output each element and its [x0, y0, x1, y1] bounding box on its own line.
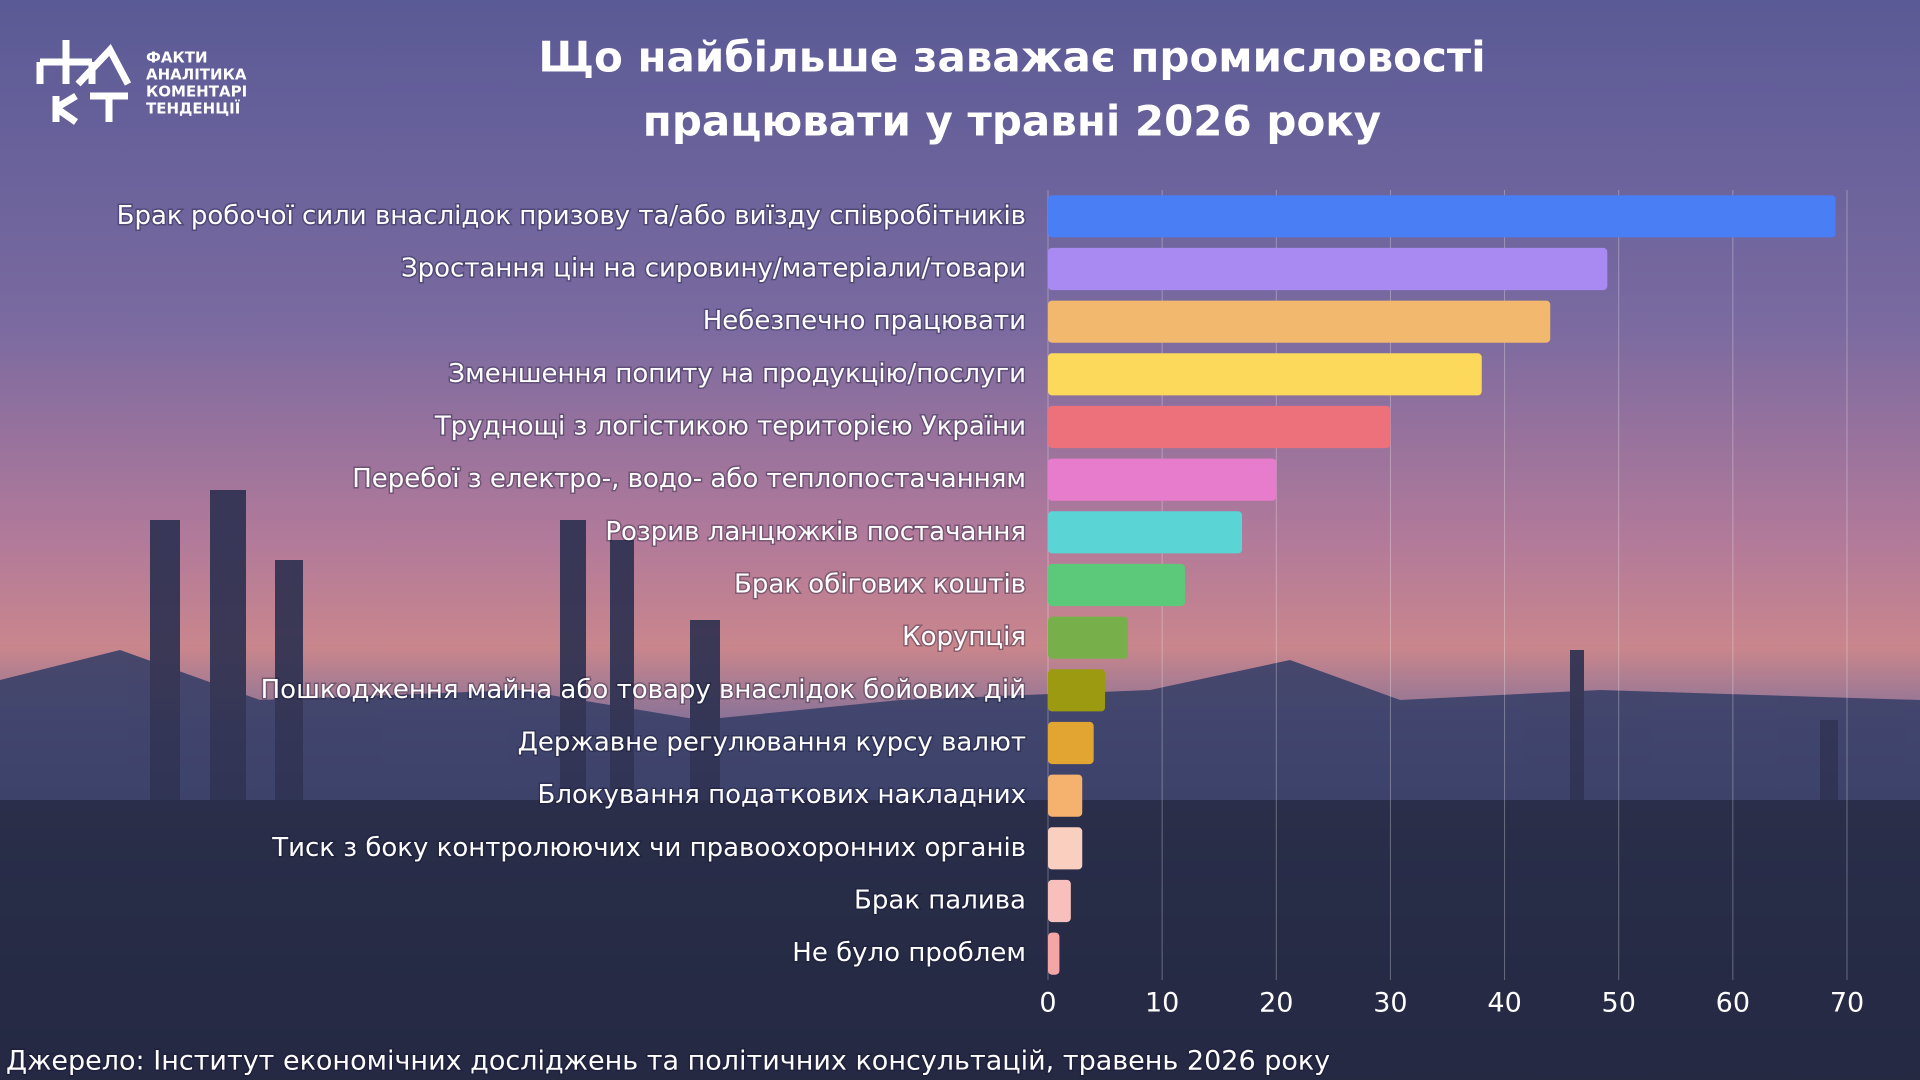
bar — [1048, 669, 1106, 712]
bar — [1048, 563, 1185, 607]
logo-text: ФАКТИ — [146, 49, 208, 67]
skyline — [0, 490, 1920, 1080]
y-tick-label: Зменшення попиту на продукцію/послуги — [448, 359, 1026, 389]
y-tick-label: Брак палива — [854, 886, 1026, 916]
y-tick-label: Тиск з боку контролюючих чи правоохоронн… — [271, 833, 1026, 863]
y-tick-label: Перебої з електро-, водо- або теплопоста… — [352, 464, 1026, 494]
logo-mark — [36, 40, 132, 125]
source-note: Джерело: Інститут економічних досліджень… — [6, 1046, 1330, 1077]
y-tick-label: Блокування податкових накладних — [537, 780, 1026, 810]
x-tick-label: 10 — [1145, 988, 1179, 1019]
x-tick-label: 70 — [1830, 988, 1864, 1019]
y-tick-label: Труднощі з логістикою територією України — [434, 412, 1026, 442]
x-tick-label: 40 — [1487, 988, 1521, 1019]
y-tick-label: Пошкодження майна або товару внаслідок б… — [261, 675, 1026, 705]
y-tick-label: Розрив ланцюжків постачання — [605, 517, 1026, 547]
bar — [1048, 405, 1391, 449]
bar — [1048, 879, 1071, 923]
y-tick-label: Брак обігових коштів — [734, 570, 1026, 600]
bar — [1048, 932, 1060, 975]
bar — [1048, 458, 1277, 501]
y-tick-label: Не було проблем — [792, 938, 1026, 968]
bar — [1048, 195, 1836, 238]
bar — [1048, 511, 1243, 554]
x-tick-label: 0 — [1039, 988, 1056, 1019]
logo-text: КОМЕНТАРІ — [146, 83, 247, 101]
y-tick-label: Зростання цін на сировину/матеріали/това… — [401, 254, 1026, 284]
bar — [1048, 247, 1608, 291]
bar — [1048, 774, 1083, 817]
bar — [1048, 616, 1128, 659]
y-tick-label: Брак робочої сили внаслідок призову та/а… — [117, 201, 1026, 231]
x-tick-label: 50 — [1602, 988, 1636, 1019]
chart-title: працювати у травні 2026 року — [643, 97, 1381, 146]
x-tick-label: 20 — [1259, 988, 1293, 1019]
x-tick-label: 30 — [1373, 988, 1407, 1019]
logo-text: ТЕНДЕНЦІЇ — [146, 99, 241, 118]
chart-title: Що найбільше заважає промисловості — [538, 33, 1485, 82]
y-tick-label: Корупція — [902, 622, 1026, 652]
bar — [1048, 300, 1551, 343]
bar — [1048, 721, 1094, 765]
y-tick-label: Небезпечно працювати — [703, 306, 1026, 336]
y-tick-label: Державне регулювання курсу валют — [518, 728, 1026, 758]
x-tick-label: 60 — [1716, 988, 1750, 1019]
logo-text: АНАЛІТИКА — [146, 66, 247, 84]
bar — [1048, 827, 1083, 870]
bar — [1048, 353, 1482, 396]
